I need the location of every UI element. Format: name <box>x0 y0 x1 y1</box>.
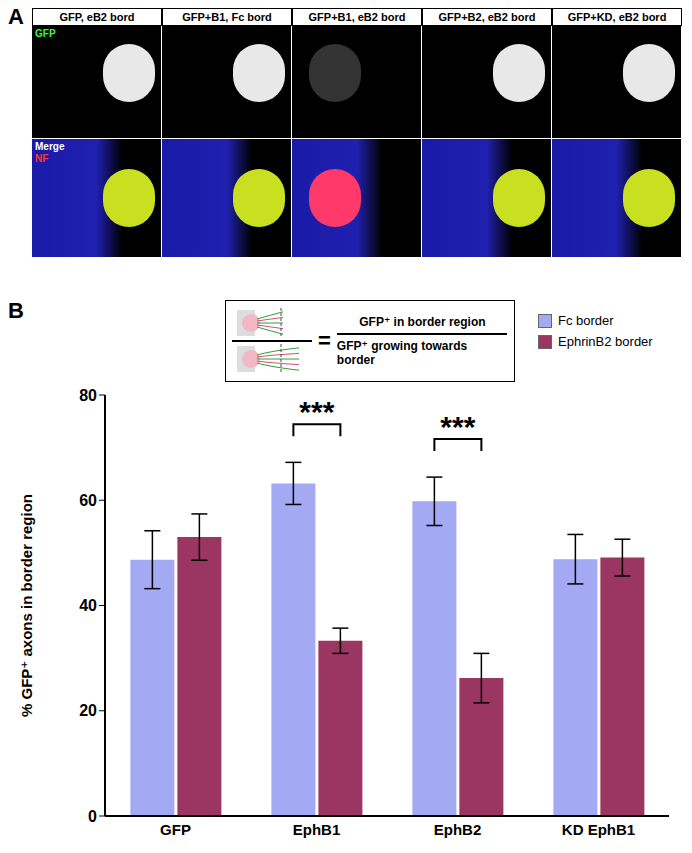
svg-text:0: 0 <box>88 808 97 825</box>
html-text:GFP, eB2 bord: GFP, eB2 bord <box>59 11 135 23</box>
svg-text:20: 20 <box>79 702 97 719</box>
html-text:GFP+B1, eB2 bord: GFP+B1, eB2 bord <box>308 11 406 23</box>
html-text:GFP+KD, eB2 bord: GFP+KD, eB2 bord <box>567 11 667 23</box>
svg-text:***: *** <box>299 395 334 428</box>
svg-text:80: 80 <box>79 387 97 404</box>
html-text:NF: NF <box>35 153 49 164</box>
html-text:Merge: Merge <box>35 141 65 152</box>
svg-text:EphB2: EphB2 <box>434 821 482 838</box>
svg-text:60: 60 <box>79 492 97 509</box>
svg-text:***: *** <box>440 410 475 443</box>
html-text:Fc border: Fc border <box>558 313 614 328</box>
html-text:GFP: GFP <box>35 28 56 39</box>
html-text:GFP+B2, eB2 bord: GFP+B2, eB2 bord <box>438 11 536 23</box>
html-text:GFP⁺ growing towards border: GFP⁺ growing towards border <box>336 339 468 367</box>
html-text:EphrinB2 border: EphrinB2 border <box>558 334 653 349</box>
html-text:GFP⁺ in border region: GFP⁺ in border region <box>359 315 486 329</box>
html-text:GFP+B1, Fc bord: GFP+B1, Fc bord <box>182 11 272 23</box>
html-text:A: A <box>8 4 24 29</box>
svg-text:40: 40 <box>79 597 97 614</box>
svg-text:% GFP⁺ axons in border region: % GFP⁺ axons in border region <box>18 494 35 717</box>
svg-text:GFP: GFP <box>160 821 191 838</box>
svg-text:KD EphB1: KD EphB1 <box>562 821 635 838</box>
svg-text:EphB1: EphB1 <box>293 821 341 838</box>
html-text:B: B <box>8 298 24 323</box>
